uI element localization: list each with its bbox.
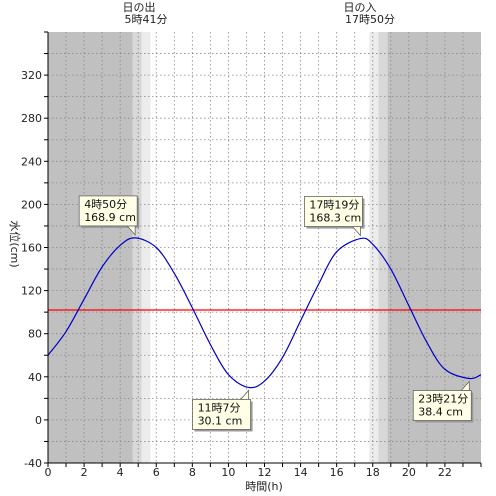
y-tick-label: 280 xyxy=(21,112,42,125)
x-tick-label: 18 xyxy=(366,466,380,479)
x-tick-label: 22 xyxy=(438,466,452,479)
sunrise-label: 日の出 xyxy=(123,0,156,14)
y-tick-label: 120 xyxy=(21,285,42,298)
y-tick-label: 240 xyxy=(21,155,42,168)
callout-box xyxy=(192,399,251,430)
x-tick-label: 2 xyxy=(81,466,88,479)
sunset-label: 日の入 xyxy=(344,1,377,14)
callout-value: 168.9 cm xyxy=(84,211,136,224)
x-tick-label: 10 xyxy=(221,466,235,479)
callout-time: 17時19分 xyxy=(309,199,359,212)
callout-value: 168.3 cm xyxy=(309,212,361,225)
x-tick-label: 8 xyxy=(189,466,196,479)
callout-time: 4時50分 xyxy=(84,198,127,211)
callout-time: 23時21分 xyxy=(418,393,468,406)
sunrise-time: 5時41分 xyxy=(125,13,168,26)
callout-value: 38.4 cm xyxy=(418,406,463,419)
callout-box xyxy=(304,196,363,227)
x-tick-label: 6 xyxy=(153,466,160,479)
axes: 0 2 4 6 8 10 12 14 16 18 20 22-40040801201602002402… xyxy=(21,31,482,479)
y-tick-label: 160 xyxy=(21,242,42,255)
x-tick-label: 4 xyxy=(117,466,124,479)
light-band-4 xyxy=(378,32,388,463)
y-tick-label: 200 xyxy=(21,198,42,211)
callout-box xyxy=(412,390,472,421)
y-tick-label: 320 xyxy=(21,69,42,82)
y-axis-title: 水位(cm) xyxy=(8,220,22,267)
y-tick-label: 40 xyxy=(28,371,42,384)
light-band-1 xyxy=(141,32,151,463)
callout-box xyxy=(78,195,138,227)
y-tick-label: -40 xyxy=(24,457,42,470)
x-tick-label: 12 xyxy=(258,466,272,479)
sunset-time: 17時50分 xyxy=(345,13,395,26)
light-band-3 xyxy=(369,32,379,463)
x-axis-title: 時間(h) xyxy=(245,480,283,493)
y-tick-label: 0 xyxy=(35,414,42,427)
x-tick-label: 16 xyxy=(330,466,344,479)
callout-time: 11時7分 xyxy=(198,401,241,414)
y-tick-label: 80 xyxy=(28,328,42,341)
x-tick-label: 14 xyxy=(294,466,308,479)
x-tick-label: 0 xyxy=(45,466,52,479)
callout-value: 30.1 cm xyxy=(198,414,243,427)
sun-labels: 日の出 5時41分 日の入 17時50分 xyxy=(123,0,396,26)
series-layer xyxy=(47,237,482,389)
tide-line-0 xyxy=(47,237,482,389)
x-tick-label: 20 xyxy=(402,466,416,479)
